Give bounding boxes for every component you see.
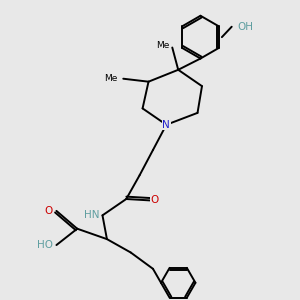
Text: O: O [45,206,53,216]
Text: HN: HN [84,210,100,220]
Text: Me: Me [156,40,169,50]
Text: O: O [150,196,159,206]
Text: HO: HO [37,240,53,250]
Text: Me: Me [104,74,118,83]
Text: N: N [163,120,170,130]
Text: OH: OH [237,22,253,32]
